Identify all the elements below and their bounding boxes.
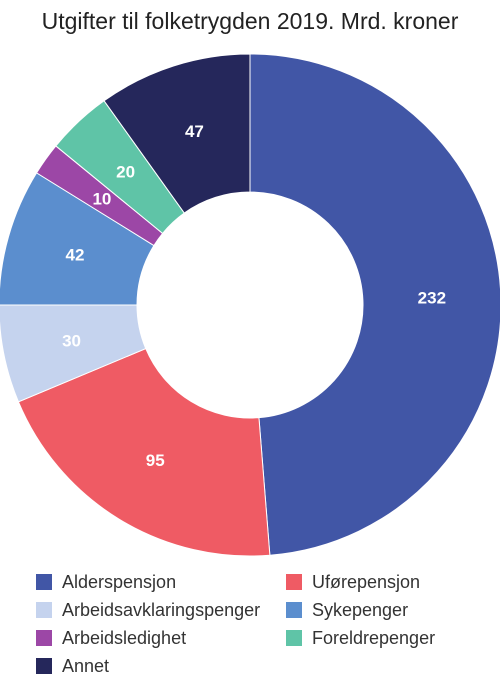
legend-item-sykepenger: Sykepenger xyxy=(286,598,476,622)
slice-uforepensjon xyxy=(17,347,271,557)
slices-group xyxy=(0,53,500,557)
legend-swatch xyxy=(36,630,52,646)
slice-alderspensjon xyxy=(249,53,500,556)
legend-item-arbeidsledighet: Arbeidsledighet xyxy=(36,626,286,650)
legend-label: Annet xyxy=(62,655,110,676)
legend-item-arbeidsavklaringspenger: Arbeidsavklaringspenger xyxy=(36,598,286,622)
legend: Alderspensjon Uførepensjon Arbeidsavklarin… xyxy=(36,570,476,678)
legend-swatch xyxy=(286,630,302,646)
chart-title: Utgifter til folketrygden 2019. Mrd. kro… xyxy=(41,8,459,34)
donut-chart: 232 95 30 42 10 20 47 xyxy=(0,53,500,557)
legend-label: Arbeidsledighet xyxy=(62,627,187,648)
data-labels-group: 232 95 30 42 10 20 47 xyxy=(62,122,446,470)
legend-label: Alderspensjon xyxy=(62,571,177,592)
legend-swatch xyxy=(286,602,302,618)
data-label-uforepensjon: 95 xyxy=(146,451,165,470)
legend-label: Arbeidsavklaringspenger xyxy=(62,599,261,620)
legend-swatch xyxy=(36,658,52,674)
legend-label: Foreldrepenger xyxy=(312,627,436,648)
legend-item-alderspensjon: Alderspensjon xyxy=(36,570,286,594)
data-label-alderspensjon: 232 xyxy=(418,288,446,307)
data-label-annet: 47 xyxy=(185,122,204,141)
slice-annet xyxy=(103,53,251,214)
legend-swatch xyxy=(36,602,52,618)
legend-label: Sykepenger xyxy=(312,599,409,620)
legend-item-foreldrepenger: Foreldrepenger xyxy=(286,626,476,650)
slice-arbeidsavklaringspenger xyxy=(0,304,147,403)
legend-label: Uførepensjon xyxy=(312,571,421,592)
legend-swatch xyxy=(286,574,302,590)
data-label-arbeidsledighet: 10 xyxy=(92,190,111,209)
data-label-sykepenger: 42 xyxy=(65,246,84,265)
legend-item-annet: Annet xyxy=(36,654,286,678)
data-label-foreldrepenger: 20 xyxy=(116,163,135,182)
data-label-arbeidsavklaringspenger: 30 xyxy=(62,331,81,350)
legend-swatch xyxy=(36,574,52,590)
legend-item-uforepensjon: Uførepensjon xyxy=(286,570,476,594)
